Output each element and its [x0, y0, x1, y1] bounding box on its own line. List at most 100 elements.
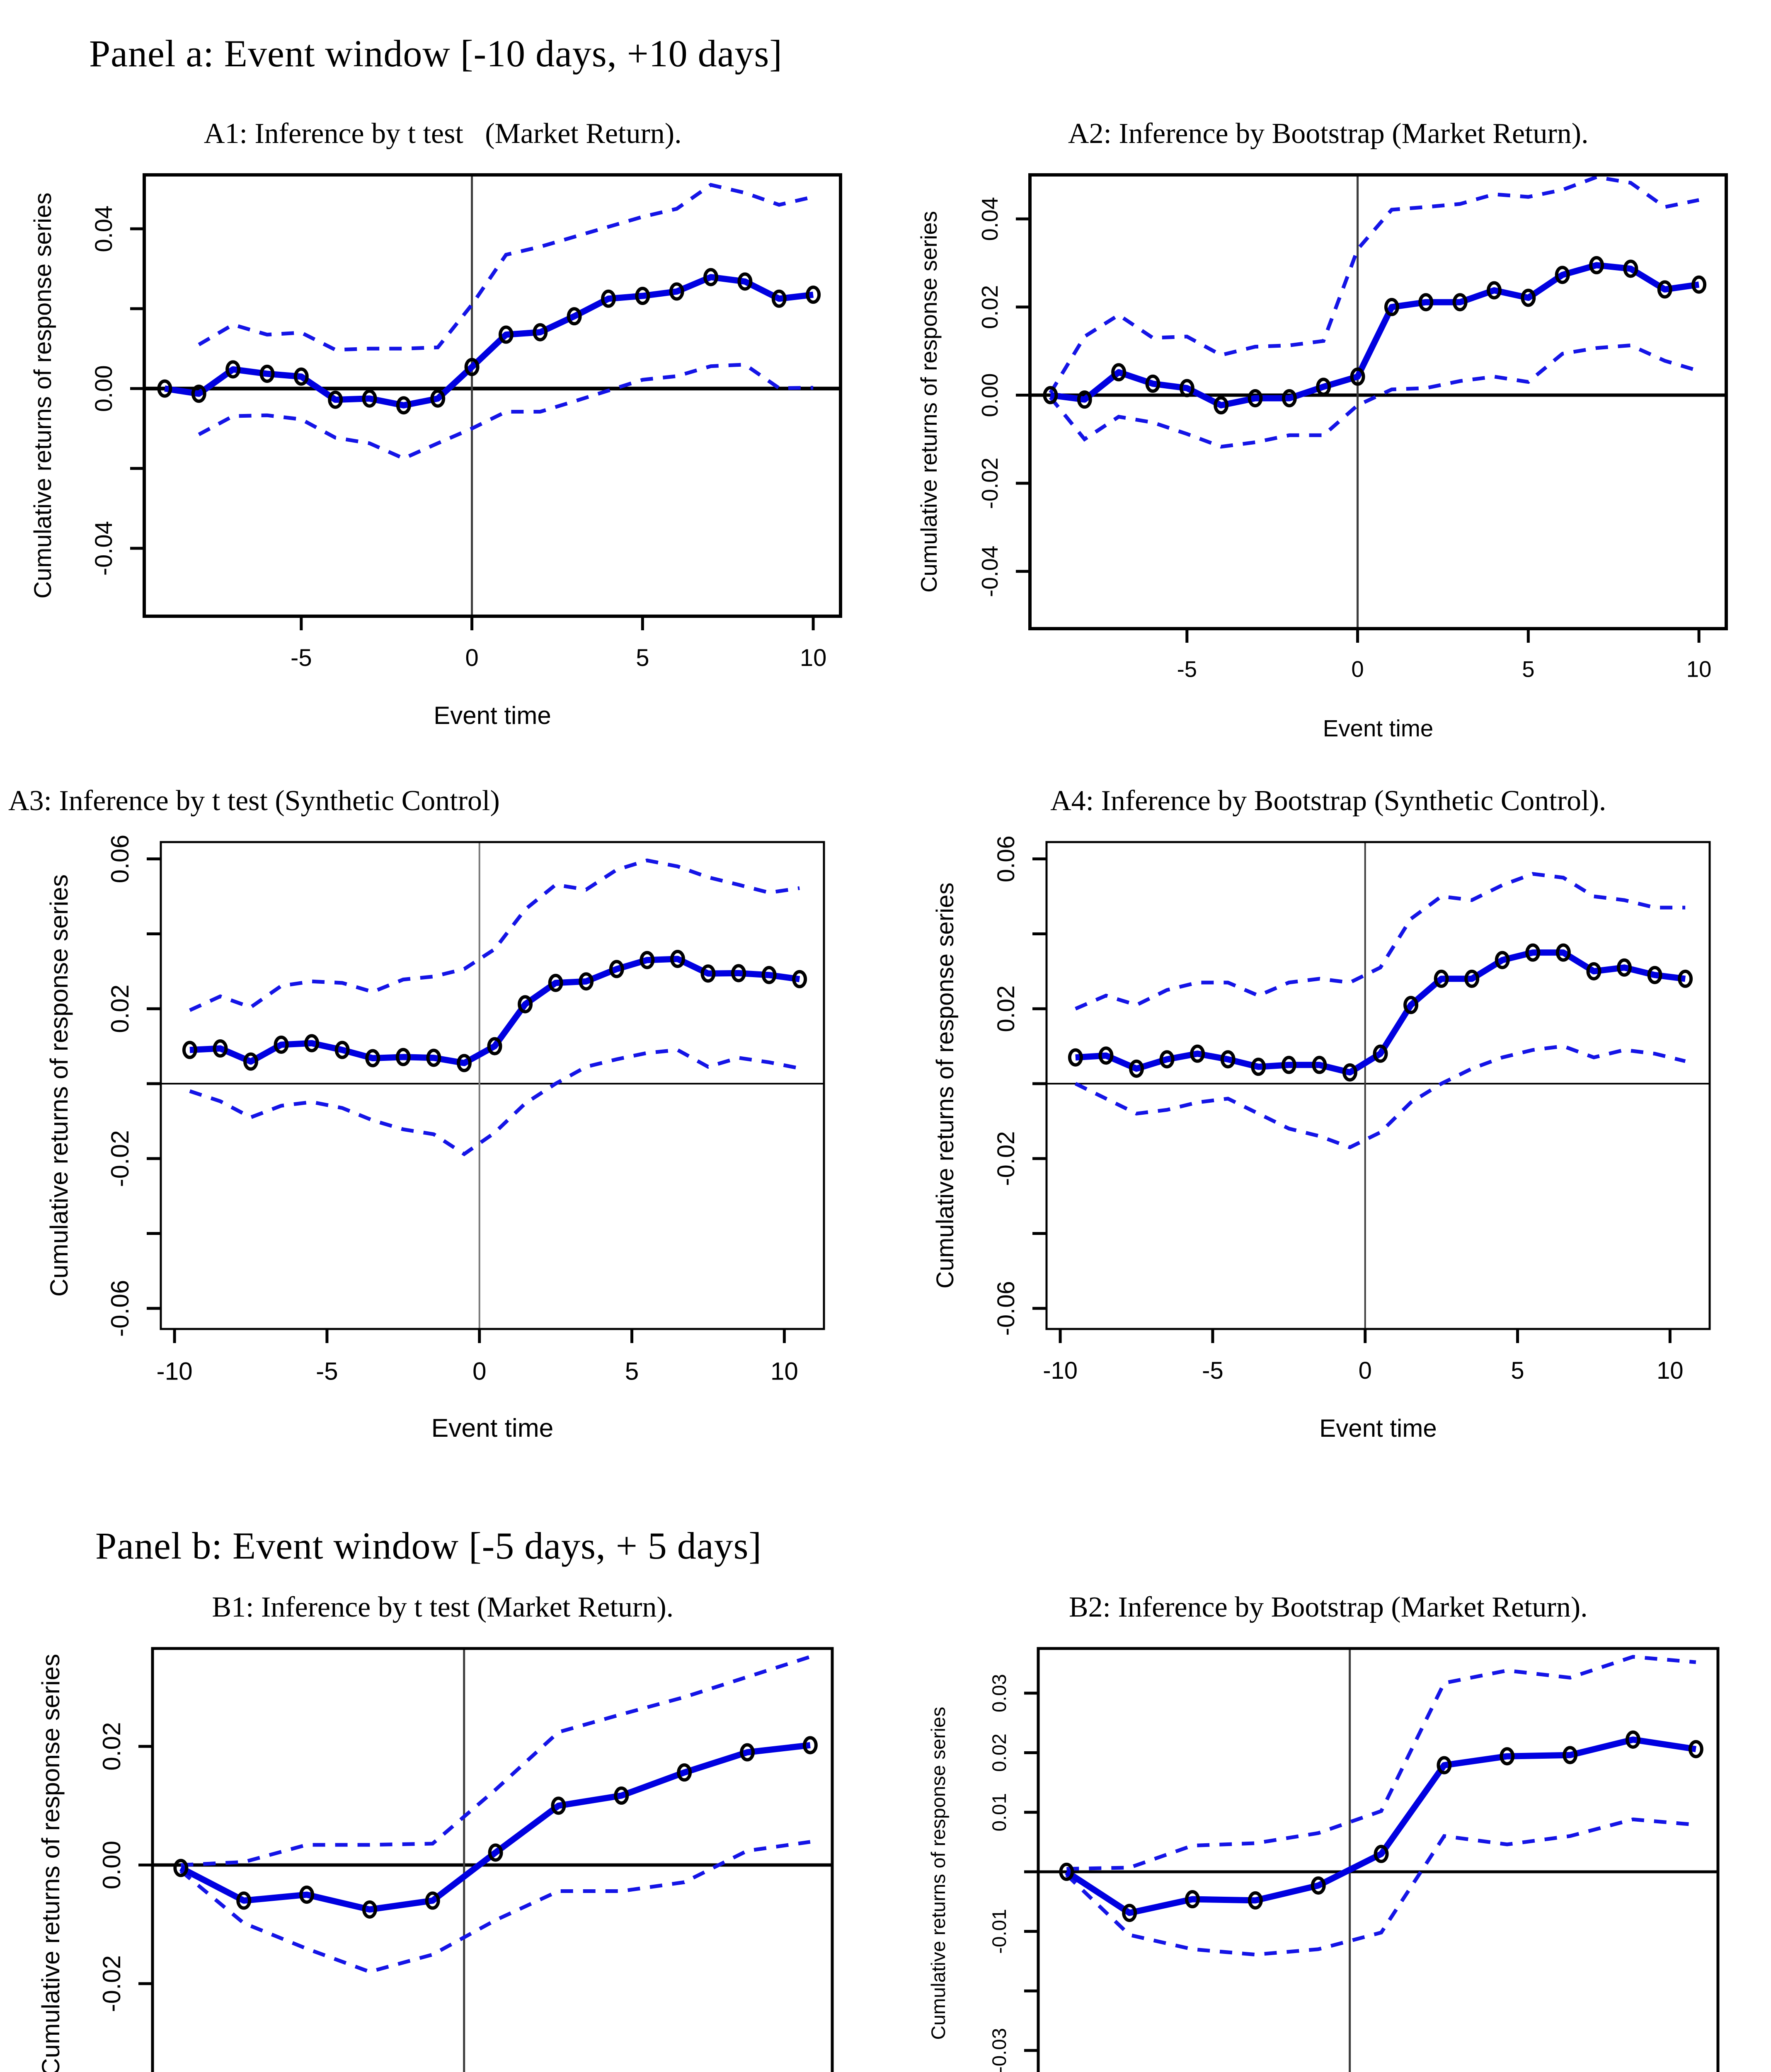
data-point-marker [670, 950, 686, 968]
x-tick-label: 0 [1351, 657, 1364, 682]
chart-a2-title: A2: Inference by Bootstrap (Market Retur… [1068, 118, 1589, 150]
x-tick-label: 10 [1657, 1357, 1684, 1384]
data-point-marker [1403, 996, 1418, 1014]
confidence-band-lower [189, 1048, 800, 1157]
data-point-marker [1281, 1055, 1296, 1074]
y-tick-label: -0.06 [106, 1280, 134, 1337]
chart-a4: A4: Inference by Bootstrap (Synthetic Co… [886, 782, 1771, 1466]
data-point-marker [1374, 1844, 1389, 1863]
data-point-marker [1248, 389, 1263, 407]
data-point-marker [1616, 958, 1632, 977]
chart-b1-title: B1: Inference by t test (Market Return). [212, 1591, 674, 1623]
y-tick-label: -0.04 [977, 546, 1003, 597]
data-point-marker [669, 282, 684, 301]
x-axis-label: Event time [1319, 1414, 1437, 1442]
y-tick-label: -0.02 [977, 457, 1003, 509]
data-point-marker [1677, 969, 1693, 988]
chart-b2: B2: Inference by Bootstrap (Market Retur… [886, 1588, 1771, 2072]
y-tick-label: 0.04 [977, 197, 1003, 241]
data-point-marker [334, 1041, 350, 1059]
x-tick-label: 0 [1358, 1357, 1371, 1384]
data-point-marker [464, 358, 480, 376]
y-tick-label: 0.02 [106, 985, 134, 1033]
data-point-marker [487, 1037, 502, 1055]
y-tick-label: -0.02 [993, 1131, 1020, 1186]
data-point-marker [548, 973, 563, 992]
data-point-marker [1384, 298, 1399, 316]
chart-a3-title: A3: Inference by t test (Synthetic Contr… [8, 785, 500, 817]
confidence-band-upper [1074, 872, 1685, 1011]
data-point-marker [191, 385, 207, 403]
y-tick-label: 0.01 [988, 1793, 1010, 1832]
x-axis-label: Event time [431, 1414, 554, 1443]
data-point-marker [806, 286, 821, 304]
x-tick-label: 5 [1511, 1357, 1524, 1384]
data-point-marker [213, 1039, 228, 1058]
x-tick-label: 5 [625, 1357, 639, 1385]
data-point-marker [601, 289, 616, 308]
data-point-marker [1623, 259, 1638, 278]
data-point-marker [1688, 1740, 1703, 1758]
data-point-marker [157, 379, 172, 398]
data-point-marker [1312, 1055, 1327, 1074]
plot-frame [1037, 1647, 1720, 2072]
data-point-marker [579, 972, 594, 991]
y-tick-label: -0.02 [106, 1130, 134, 1187]
data-point-marker [396, 396, 412, 415]
data-point-marker [294, 367, 309, 386]
chart-a2-plot: -5 0 5 10 -0.04 -0.02 0.00 0.02 0.04 Event time Cu… [901, 152, 1755, 765]
chart-a3: A3: Inference by t test (Synthetic Contr… [0, 782, 886, 1466]
data-point-marker [1220, 1050, 1236, 1069]
data-point-marker [173, 1859, 189, 1877]
x-tick-label: -5 [316, 1357, 338, 1385]
data-point-marker [1657, 280, 1672, 299]
y-tick-label: 0.00 [97, 1841, 126, 1889]
chart-a1-plot: -5 0 5 10 -0.04 0.00 0.04 Event time Cumulative … [16, 152, 870, 753]
y-axis-label: Cumulative returns of response series [928, 1707, 950, 2040]
chart-a1: A1: Inference by t test (Market Return).… [0, 115, 886, 765]
data-point-marker [1059, 1862, 1074, 1881]
data-point-marker [1373, 1044, 1388, 1063]
confidence-band-upper [189, 858, 800, 1012]
cumulative-return-series [179, 1742, 811, 1913]
x-tick-label: 0 [472, 1357, 487, 1385]
cumulative-return-series [1064, 1736, 1696, 1916]
data-point-marker [365, 1049, 380, 1067]
y-tick-label: -0.03 [988, 2028, 1010, 2072]
b1-svg: -4-2024-0.020.000.02Event timeCumulative… [36, 1647, 834, 2072]
y-axis-label: Cumulative returns of response series [45, 874, 73, 1297]
chart-a1-title: A1: Inference by t test (Market Return). [204, 118, 682, 150]
data-point-marker [1589, 256, 1604, 274]
x-axis-label: Event time [1323, 715, 1433, 741]
data-point-marker [1555, 266, 1570, 284]
data-point-marker [1185, 1890, 1200, 1909]
plot-frame [160, 841, 825, 1330]
data-point-marker [362, 389, 377, 408]
a2-svg: -5 0 5 10 -0.04 -0.02 0.00 0.02 0.04 Event time Cu… [916, 173, 1728, 741]
row-a-market: A1: Inference by t test (Market Return).… [0, 115, 1771, 765]
data-point-marker [1190, 1044, 1205, 1063]
data-point-marker [1129, 1059, 1144, 1078]
data-point-marker [225, 360, 241, 379]
data-point-marker [1437, 1756, 1452, 1774]
data-point-marker [1464, 969, 1479, 988]
data-point-marker [1111, 363, 1126, 382]
data-point-marker [426, 1048, 441, 1067]
plot-frame [1045, 841, 1711, 1330]
data-point-marker [703, 268, 719, 286]
data-point-marker [772, 289, 787, 308]
data-point-marker [299, 1886, 315, 1904]
data-point-marker [1691, 275, 1706, 294]
data-point-marker [182, 1041, 198, 1059]
x-tick-label: -10 [157, 1357, 193, 1385]
data-point-marker [274, 1035, 289, 1054]
data-point-marker [1342, 1063, 1357, 1082]
x-tick-label: 5 [1522, 657, 1534, 682]
x-tick-label: 10 [1686, 657, 1712, 682]
y-axis-label: Cumulative returns of response series [932, 883, 959, 1289]
x-tick-label: 10 [800, 644, 827, 671]
panel-a-title: Panel a: Event window [-10 days, +10 day… [89, 32, 783, 75]
y-tick-label: 0.00 [977, 373, 1003, 417]
data-point-marker [243, 1052, 259, 1071]
